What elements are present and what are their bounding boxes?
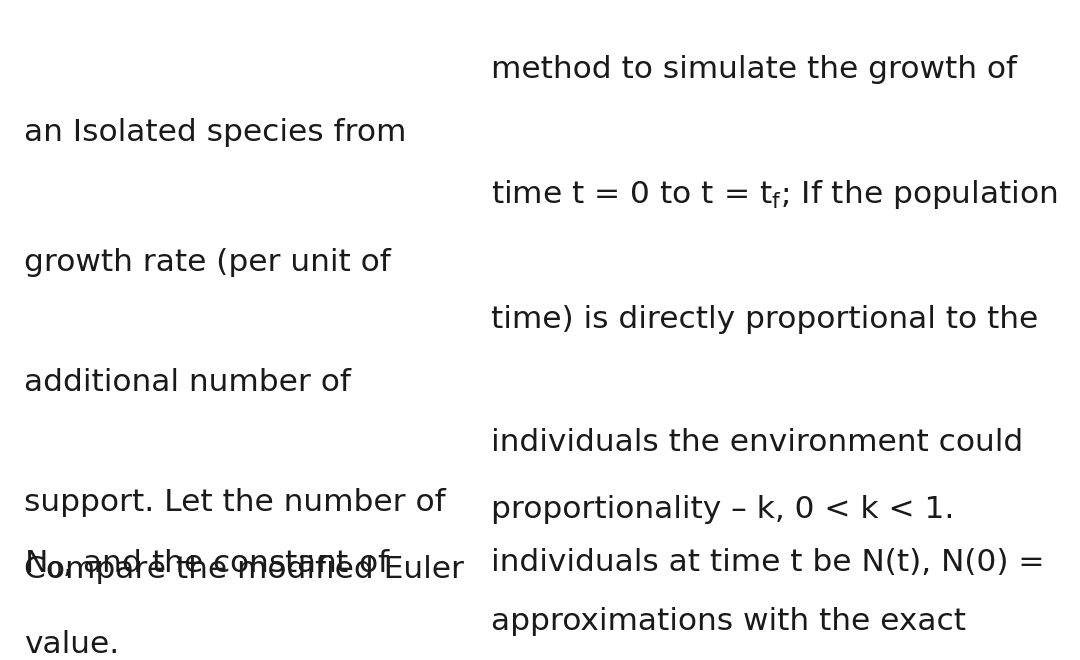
Text: an Isolated species from: an Isolated species from xyxy=(24,118,406,147)
Text: value.: value. xyxy=(24,630,119,659)
Text: growth rate (per unit of: growth rate (per unit of xyxy=(24,248,391,277)
Text: time t = 0 to t = t$_\mathregular{f}$; If the population: time t = 0 to t = t$_\mathregular{f}$; I… xyxy=(491,178,1058,211)
Text: Compare the modified Euler: Compare the modified Euler xyxy=(24,555,463,584)
Text: individuals at time t be N(t), N(0) =: individuals at time t be N(t), N(0) = xyxy=(491,548,1045,577)
Text: individuals the environment could: individuals the environment could xyxy=(491,428,1024,457)
Text: support. Let the number of: support. Let the number of xyxy=(24,488,445,517)
Text: approximations with the exact: approximations with the exact xyxy=(491,607,967,636)
Text: method to simulate the growth of: method to simulate the growth of xyxy=(491,55,1017,84)
Text: N$_\mathregular{0}$, and the constant of: N$_\mathregular{0}$, and the constant of xyxy=(24,548,391,580)
Text: additional number of: additional number of xyxy=(24,368,351,397)
Text: time) is directly proportional to the: time) is directly proportional to the xyxy=(491,305,1039,334)
Text: uses the modified Euler: uses the modified Euler xyxy=(24,0,393,3)
Text: proportionality – k, 0 < k < 1.: proportionality – k, 0 < k < 1. xyxy=(491,495,955,524)
